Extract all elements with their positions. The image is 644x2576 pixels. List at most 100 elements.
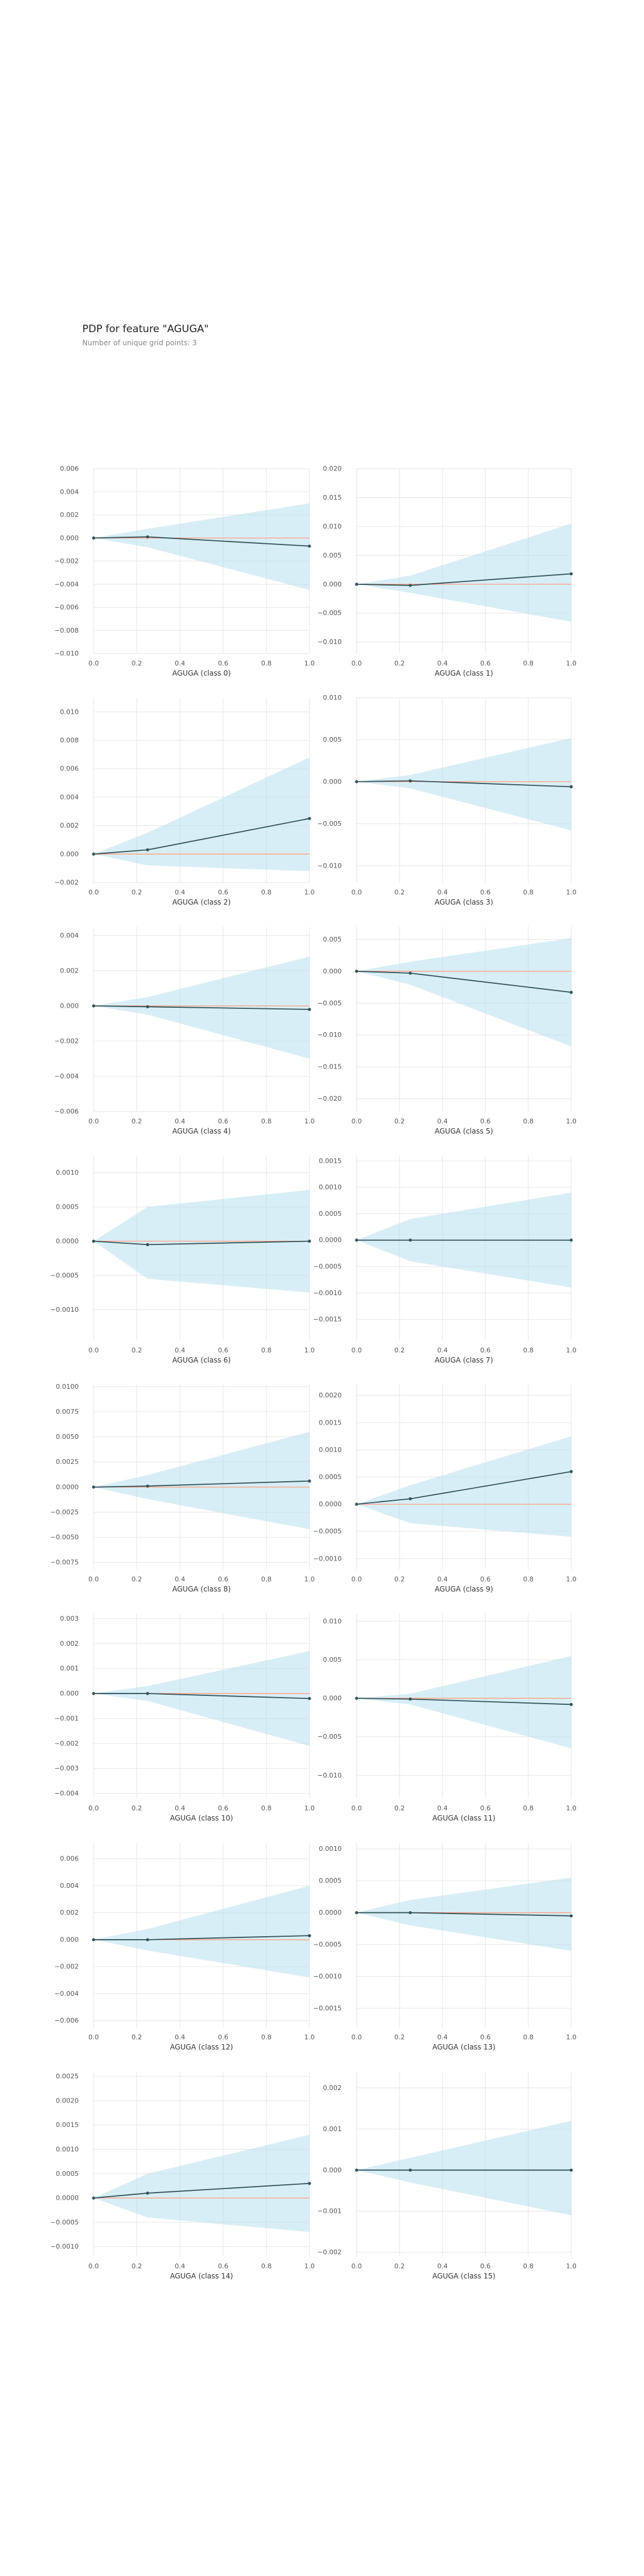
x-tick-label: 0.0 [88, 888, 99, 896]
y-tick-label: 0.000 [60, 850, 79, 858]
pdp-point [408, 971, 412, 975]
confidence-band [357, 1436, 571, 1537]
y-tick-label: 0.005 [323, 736, 342, 744]
y-tick-label: 0.010 [323, 522, 342, 530]
y-tick-label: −0.002 [54, 558, 79, 565]
x-tick-label: 0.2 [132, 1575, 143, 1583]
y-tick-label: 0.010 [60, 708, 79, 716]
x-tick-label: 0.4 [175, 1575, 185, 1583]
pdp-point [308, 1479, 311, 1483]
y-tick-label: −0.0025 [50, 1508, 79, 1516]
y-tick-label: −0.004 [54, 1072, 79, 1080]
x-tick-label: 0.6 [218, 1804, 228, 1812]
x-tick-label: 0.4 [437, 2033, 448, 2041]
y-tick-label: 0.004 [60, 1882, 79, 1890]
x-tick-label: 0.4 [437, 1804, 448, 1812]
x-tick-label: 0.2 [132, 1346, 143, 1354]
y-tick-label: −0.0015 [313, 1315, 342, 1323]
pdp-point [408, 584, 412, 587]
y-tick-label: 0.005 [323, 552, 342, 559]
y-tick-label: −0.0010 [313, 1973, 342, 1980]
pdp-point [408, 1911, 412, 1915]
y-tick-label: −0.004 [54, 1789, 79, 1797]
x-axis-label: AGUGA (class 2) [172, 898, 231, 906]
x-tick-label: 1.0 [566, 660, 577, 667]
y-tick-label: 0.000 [323, 1695, 342, 1702]
x-tick-label: 0.6 [218, 888, 228, 896]
confidence-band [357, 738, 571, 831]
x-tick-label: 0.2 [132, 2033, 143, 2041]
y-tick-label: 0.0015 [56, 2121, 79, 2129]
y-tick-label: −0.020 [317, 1095, 342, 1103]
y-tick-label: 0.005 [323, 1656, 342, 1664]
x-axis-label: AGUGA (class 3) [435, 898, 493, 906]
x-tick-label: 0.6 [480, 1804, 491, 1812]
pdp-point [408, 2168, 412, 2172]
confidence-band [94, 503, 309, 590]
x-axis-label: AGUGA (class 14) [170, 2272, 233, 2280]
pdp-point [569, 1702, 573, 1707]
y-tick-label: −0.0005 [313, 1528, 342, 1535]
y-tick-label: 0.001 [60, 1665, 79, 1673]
y-tick-label: −0.006 [54, 603, 79, 611]
x-tick-label: 0.2 [394, 888, 405, 896]
y-tick-label: −0.008 [54, 627, 79, 634]
y-tick-label: −0.002 [317, 2249, 342, 2256]
x-tick-label: 0.8 [523, 660, 534, 667]
pdp-point [92, 536, 95, 540]
y-tick-label: −0.015 [317, 1063, 342, 1071]
x-tick-label: 0.2 [394, 660, 405, 667]
x-tick-label: 0.4 [437, 1575, 448, 1583]
x-tick-label: 0.0 [351, 2262, 362, 2270]
pdp-point [92, 1004, 95, 1008]
y-tick-label: 0.0000 [56, 1483, 79, 1491]
y-tick-label: −0.006 [54, 1108, 79, 1116]
x-tick-label: 0.8 [261, 2262, 272, 2270]
x-tick-label: 0.2 [132, 888, 143, 896]
x-tick-label: 1.0 [304, 1346, 315, 1354]
y-tick-label: 0.000 [60, 534, 79, 542]
y-tick-label: 0.006 [60, 1855, 79, 1863]
x-tick-label: 0.0 [88, 2262, 99, 2270]
x-tick-label: 0.2 [132, 1117, 143, 1125]
x-tick-label: 0.8 [523, 1117, 534, 1125]
y-tick-label: −0.002 [54, 1739, 79, 1747]
y-tick-label: −0.0005 [50, 1271, 79, 1279]
x-tick-label: 0.0 [88, 2033, 99, 2041]
x-tick-label: 0.8 [523, 888, 534, 896]
pdp-point [145, 1484, 150, 1488]
y-tick-label: −0.010 [317, 1772, 342, 1779]
y-tick-label: 0.0050 [56, 1433, 79, 1441]
y-tick-label: −0.0010 [50, 1306, 79, 1314]
pdp-point [145, 1005, 150, 1008]
y-tick-label: −0.002 [54, 1963, 79, 1971]
y-tick-label: 0.0000 [56, 2194, 79, 2202]
y-tick-label: 0.000 [60, 1002, 79, 1010]
x-tick-label: 0.2 [394, 2262, 405, 2270]
x-tick-label: 0.8 [523, 1575, 534, 1583]
y-tick-label: 0.0000 [319, 1236, 342, 1244]
y-tick-label: 0.002 [60, 1640, 79, 1648]
x-tick-label: 0.4 [437, 660, 448, 667]
x-tick-label: 0.2 [394, 1575, 405, 1583]
pdp-point [92, 1485, 95, 1489]
y-tick-label: −0.0010 [313, 1289, 342, 1297]
x-tick-label: 0.8 [261, 1346, 272, 1354]
pdp-point [569, 1470, 573, 1473]
x-axis-label: AGUGA (class 4) [172, 1127, 231, 1135]
confidence-band [94, 1651, 309, 1747]
x-axis-label: AGUGA (class 0) [172, 669, 231, 677]
y-tick-label: −0.002 [54, 1037, 79, 1045]
x-tick-label: 0.2 [394, 2033, 405, 2041]
y-tick-label: −0.0005 [313, 1941, 342, 1949]
y-tick-label: 0.0020 [56, 2097, 79, 2104]
x-tick-label: 0.2 [394, 1804, 405, 1812]
pdp-panel-9: −0.0010 −0.0005 0.0000 0.0005 0.0010 0.0015 0.… [313, 1385, 577, 1593]
pdp-point [308, 1934, 311, 1937]
y-tick-label: 0.002 [60, 967, 79, 974]
pdp-panel-3: −0.010 −0.005 0.000 0.005 0.010 0.0 0.2 0.4 0.6 0… [317, 694, 576, 907]
pdp-panel-7: −0.0015 −0.0010 −0.0005 0.0000 0.0005 0.0010 0… [313, 1156, 577, 1364]
x-tick-label: 0.8 [261, 1575, 272, 1583]
pdp-point [145, 848, 150, 852]
x-tick-label: 0.0 [88, 1117, 99, 1125]
